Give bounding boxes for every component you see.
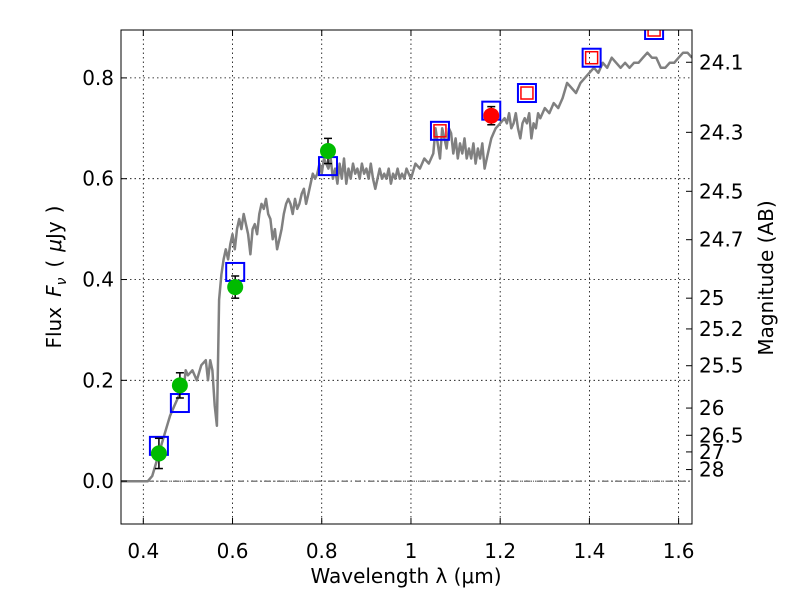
observed-photometry-point	[227, 279, 244, 296]
right-tick-label: 24.7	[699, 228, 744, 252]
limit-photometry-marker	[433, 124, 447, 138]
x-tick-label: 1	[405, 539, 418, 563]
model-photometry-marker	[516, 83, 537, 104]
right-tick-label: 27	[699, 440, 724, 464]
right-tick-label: 26.5	[699, 423, 744, 447]
plot-area-background	[121, 30, 692, 524]
observed-photometry-point	[483, 107, 500, 124]
tick-marks	[121, 30, 692, 524]
right-tick-label: 25	[699, 286, 724, 310]
y-tick-label: 0.2	[82, 368, 114, 392]
plot-frame	[120, 29, 693, 525]
observed-photometry-point	[150, 445, 167, 462]
right-tick-label: 24.1	[699, 50, 744, 74]
right-tick-label: 26	[699, 396, 724, 420]
right-tick-label: 25.2	[699, 317, 744, 341]
x-tick-label: 0.8	[306, 539, 338, 563]
right-tick-label: 24.5	[699, 179, 744, 203]
y-axis-title-left: FluxFν(μJy)	[42, 205, 70, 348]
x-tick-label: 1.4	[573, 539, 605, 563]
x-tick-label: 0.4	[127, 539, 159, 563]
right-tick-label: 25.5	[699, 354, 744, 378]
sed-curve-layer	[121, 51, 692, 483]
model-photometry-marker	[581, 47, 602, 68]
marker-layer	[148, 30, 665, 470]
model-photometry-marker	[644, 30, 665, 40]
sed-curve	[121, 51, 692, 483]
x-tick-labels: 0.4 0.6 0.8 1 1.2 1.4 1.6	[127, 539, 694, 563]
model-photometry-marker	[429, 120, 450, 141]
observed-photometry-point	[171, 377, 188, 394]
x-axis-title: Wavelength λ (μm)	[310, 564, 501, 588]
x-tick-label: 1.2	[484, 539, 516, 563]
observed-photometry-point	[319, 142, 336, 159]
right-tick-label: 28	[699, 458, 724, 482]
limit-photometry-marker	[520, 86, 534, 100]
limit-photometry-marker	[647, 30, 661, 37]
y-axis-title-right: Magnitude (AB)	[754, 200, 778, 355]
y-tick-label: 0.4	[82, 268, 114, 292]
x-tick-label: 0.6	[217, 539, 249, 563]
y-tick-labels: 0.0 0.2 0.4 0.6 0.8	[82, 66, 114, 493]
y-tick-label: 0.6	[82, 167, 114, 191]
x-tick-label: 1.6	[663, 539, 695, 563]
y-tick-label: 0.8	[82, 66, 114, 90]
y-tick-label: 0.0	[82, 469, 114, 493]
right-tick-label: 24.3	[699, 120, 744, 144]
limit-photometry-marker	[584, 50, 599, 65]
